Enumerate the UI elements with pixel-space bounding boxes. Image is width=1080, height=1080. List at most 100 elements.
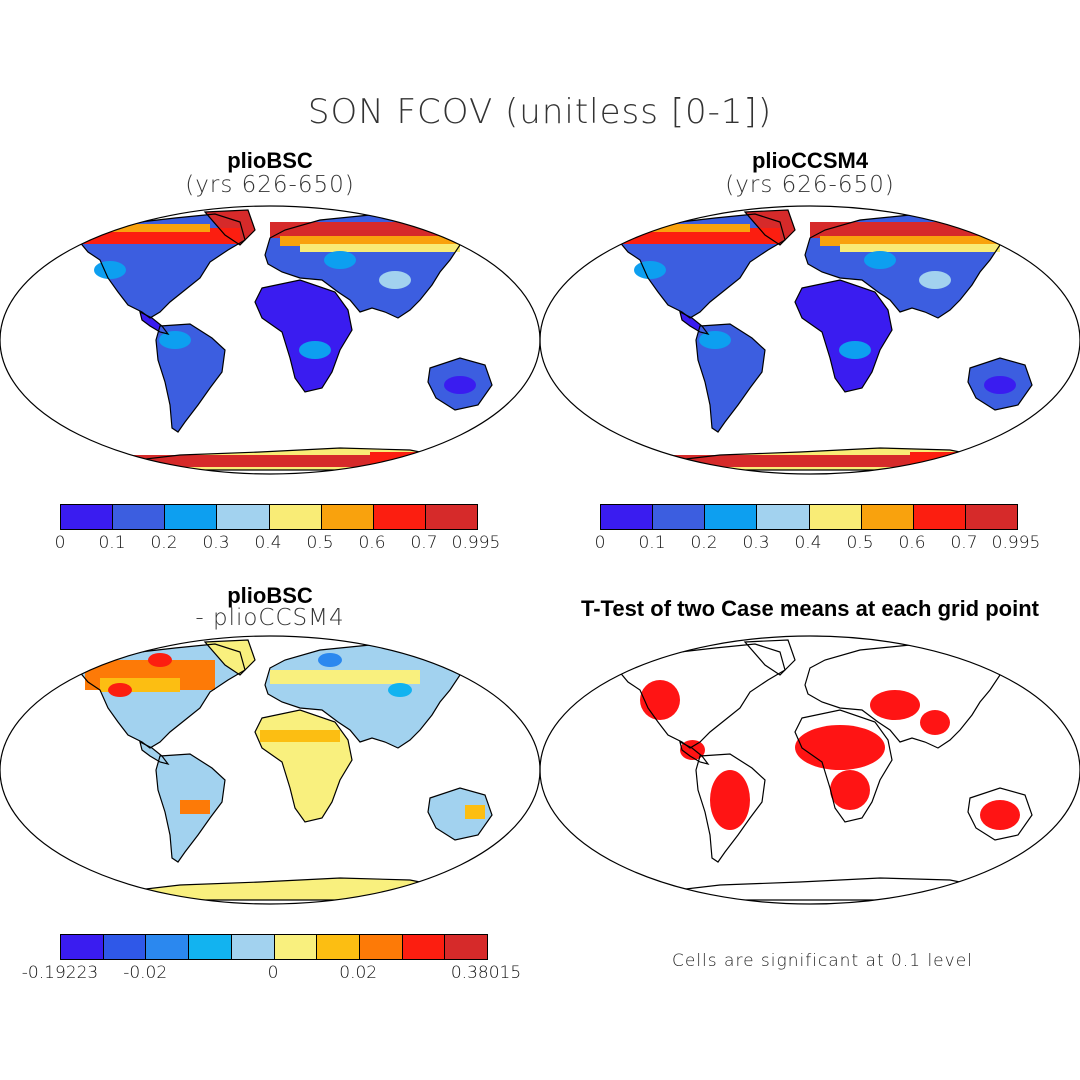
colorbar-swatch: [321, 505, 374, 529]
coastline-namerica: [77, 643, 246, 749]
top-right-subtitle: (yrs 626-650): [725, 172, 895, 198]
colorbar-swatch: [61, 505, 114, 529]
difference-patches: [85, 653, 485, 819]
colorbar-tick-label: 0.7: [410, 533, 438, 553]
significant-region: [640, 680, 680, 720]
colorbar-swatch: [601, 505, 654, 529]
colorbar-ticks-plioBSC: 0 0.1 0.2 0.3 0.4 0.5 0.6 0.7 0.995: [55, 533, 501, 555]
continent-greenland: [745, 210, 795, 245]
colorbar-tick-label: -0.02: [123, 963, 168, 983]
colorbar-tick-label: 0.7: [950, 533, 978, 553]
bottom-right-title: T-Test of two Case means at each grid po…: [580, 596, 1039, 621]
colorbar-swatch: [705, 505, 758, 529]
value-patch: [919, 271, 951, 289]
colorbar-swatch: [269, 505, 322, 529]
value-patch: [270, 670, 420, 684]
colorbar-tick-label: 0: [594, 533, 606, 553]
coastline-camerica: [139, 740, 170, 765]
significant-region: [870, 690, 920, 720]
value-patch: [630, 224, 750, 232]
value-patch: [388, 683, 412, 697]
top-right-title: plioCCSM4: [751, 148, 869, 173]
colorbar-swatch: [445, 935, 488, 959]
significant-region: [920, 710, 950, 735]
map-ttest: [539, 635, 1080, 905]
colorbar-swatch: [146, 935, 190, 959]
coastline-africa: [254, 709, 353, 823]
colorbar-swatch: [653, 505, 706, 529]
coastline-africa: [794, 709, 893, 823]
colorbar-tick-label: 0.995: [991, 533, 1041, 553]
significant-region: [795, 725, 885, 770]
coastline-australia: [427, 357, 493, 411]
top-left-subtitle: (yrs 626-650): [185, 172, 355, 198]
map-plioCCSM4: [539, 205, 1080, 475]
value-patch: [820, 236, 1000, 246]
colorbar-difference: [60, 934, 488, 960]
colorbar-swatch: [103, 935, 147, 959]
value-patch: [318, 653, 342, 667]
coastline-greenland: [203, 209, 256, 246]
coastline-australia: [967, 357, 1033, 411]
coastline-eurasia: [804, 214, 1009, 319]
coastlines: [617, 209, 1033, 471]
significant-region: [980, 800, 1020, 830]
coastline-camerica: [679, 740, 710, 765]
coastline-greenland: [203, 639, 256, 676]
colorbar-tick-label: 0.1: [638, 533, 666, 553]
colorbar-tick-label: 0.2: [150, 533, 178, 553]
colorbar-tick-label: 0: [267, 963, 279, 983]
significant-region: [830, 770, 870, 810]
colorbar-swatch: [217, 505, 270, 529]
coastline-eurasia: [804, 644, 1009, 749]
coastline-samerica: [695, 753, 766, 863]
value-patch: [90, 224, 210, 232]
top-left-title: plioBSC: [227, 148, 313, 173]
continent-greenland: [205, 210, 255, 245]
colorbar-tick-label: 0.5: [306, 533, 334, 553]
value-patch: [864, 251, 896, 269]
coastline-greenland: [743, 639, 796, 676]
significant-region: [710, 770, 750, 830]
colorbar-plioBSC: [60, 504, 478, 530]
value-patch: [465, 805, 485, 819]
continent-antarctica: [660, 878, 980, 900]
map-difference: [0, 635, 541, 905]
continent-greenland: [745, 640, 795, 675]
colorbar-tick-label: 0.02: [339, 963, 378, 983]
coastline-namerica: [77, 213, 246, 319]
value-patch: [324, 251, 356, 269]
value-patch: [180, 800, 210, 814]
coastline-australia: [427, 787, 493, 841]
colorbar-ticks-difference: -0.19223 -0.02 0 0.02 0.38015: [22, 963, 521, 985]
value-patch: [299, 341, 331, 359]
value-patch: [379, 271, 411, 289]
coastline-camerica: [679, 310, 710, 335]
value-patch: [984, 376, 1016, 394]
colorbar-tick-label: 0.38015: [450, 963, 522, 983]
colorbar-tick-label: 0.3: [742, 533, 770, 553]
colorbar-tick-label: 0.5: [846, 533, 874, 553]
coastline-greenland: [743, 209, 796, 246]
colorbar-swatch: [113, 505, 166, 529]
coastline-samerica: [155, 753, 226, 863]
coastline-africa: [794, 279, 893, 393]
colorbar-swatch: [317, 935, 360, 959]
colorbar-swatch: [757, 505, 810, 529]
continent-greenland: [205, 640, 255, 675]
projection-boundary: [539, 205, 1080, 475]
colorbar-swatch: [402, 935, 446, 959]
colorbar-swatch: [61, 935, 104, 959]
colorbar-tick-label: 0.1: [98, 533, 126, 553]
coastline-eurasia: [264, 214, 469, 319]
colorbar-swatch: [861, 505, 914, 529]
value-patch: [300, 244, 460, 252]
continent-samerica: [156, 324, 225, 432]
significance-note: Cells are significant at 0.1 level: [672, 951, 973, 971]
colorbar-swatch: [809, 505, 862, 529]
colorbar-swatch: [274, 935, 318, 959]
continent-namerica: [618, 644, 785, 748]
value-patch: [159, 331, 191, 349]
coastline-namerica: [617, 213, 786, 319]
